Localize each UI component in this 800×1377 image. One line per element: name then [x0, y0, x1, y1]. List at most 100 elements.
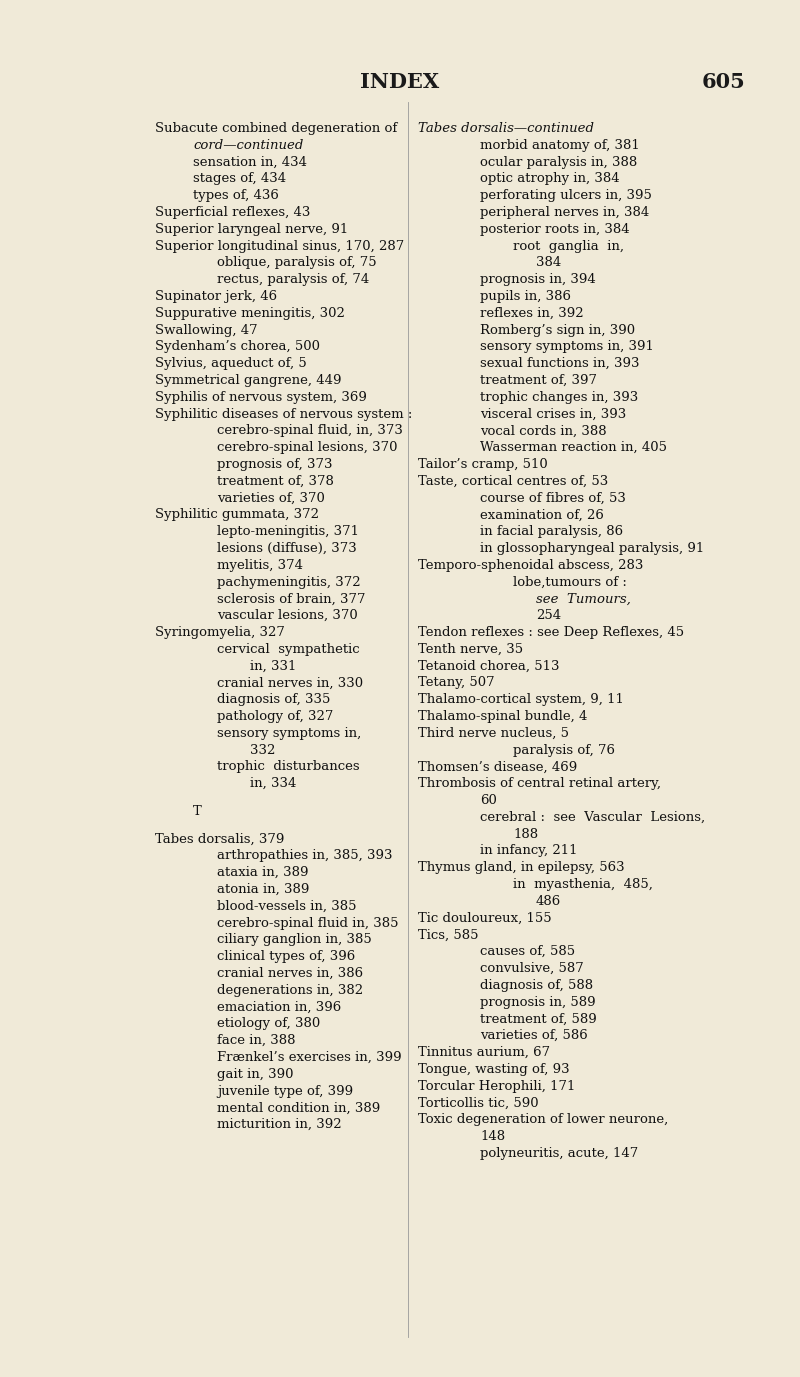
Text: myelitis, 374: myelitis, 374 — [217, 559, 303, 571]
Text: Thalamo-spinal bundle, 4: Thalamo-spinal bundle, 4 — [418, 711, 587, 723]
Text: clinical types of, 396: clinical types of, 396 — [217, 950, 355, 964]
Text: sensation in, 434: sensation in, 434 — [193, 156, 307, 168]
Text: perforating ulcers in, 395: perforating ulcers in, 395 — [480, 189, 652, 202]
Text: root  ganglia  in,: root ganglia in, — [513, 240, 624, 252]
Text: micturition in, 392: micturition in, 392 — [217, 1118, 342, 1132]
Text: reflexes in, 392: reflexes in, 392 — [480, 307, 584, 319]
Text: pachymeningitis, 372: pachymeningitis, 372 — [217, 576, 361, 588]
Text: polyneuritis, acute, 147: polyneuritis, acute, 147 — [480, 1147, 638, 1159]
Text: Frænkel’s exercises in, 399: Frænkel’s exercises in, 399 — [217, 1051, 402, 1064]
Text: in, 331: in, 331 — [250, 660, 296, 672]
Text: cranial nerves in, 330: cranial nerves in, 330 — [217, 676, 363, 690]
Text: sclerosis of brain, 377: sclerosis of brain, 377 — [217, 592, 366, 606]
Text: ataxia in, 389: ataxia in, 389 — [217, 866, 309, 880]
Text: Wasserman reaction in, 405: Wasserman reaction in, 405 — [480, 441, 667, 454]
Text: Tetany, 507: Tetany, 507 — [418, 676, 494, 690]
Text: oblique, paralysis of, 75: oblique, paralysis of, 75 — [217, 256, 377, 270]
Text: cranial nerves in, 386: cranial nerves in, 386 — [217, 967, 363, 980]
Text: varieties of, 586: varieties of, 586 — [480, 1029, 588, 1042]
Text: lepto-meningitis, 371: lepto-meningitis, 371 — [217, 525, 359, 538]
Text: ciliary ganglion in, 385: ciliary ganglion in, 385 — [217, 934, 372, 946]
Text: vascular lesions, 370: vascular lesions, 370 — [217, 609, 358, 622]
Text: stages of, 434: stages of, 434 — [193, 172, 286, 186]
Text: prognosis in, 394: prognosis in, 394 — [480, 273, 596, 286]
Text: convulsive, 587: convulsive, 587 — [480, 963, 584, 975]
Text: atonia in, 389: atonia in, 389 — [217, 883, 310, 896]
Text: morbid anatomy of, 381: morbid anatomy of, 381 — [480, 139, 640, 151]
Text: cerebro-spinal fluid, in, 373: cerebro-spinal fluid, in, 373 — [217, 424, 403, 438]
Text: Tabes dorsalis, 379: Tabes dorsalis, 379 — [155, 833, 284, 845]
Text: Subacute combined degeneration of: Subacute combined degeneration of — [155, 123, 398, 135]
Text: Syphilis of nervous system, 369: Syphilis of nervous system, 369 — [155, 391, 367, 403]
Text: juvenile type of, 399: juvenile type of, 399 — [217, 1085, 353, 1097]
Text: treatment of, 589: treatment of, 589 — [480, 1012, 597, 1026]
Text: in, 334: in, 334 — [250, 777, 296, 790]
Text: Thomsen’s disease, 469: Thomsen’s disease, 469 — [418, 760, 578, 774]
Text: posterior roots in, 384: posterior roots in, 384 — [480, 223, 630, 235]
Text: in facial paralysis, 86: in facial paralysis, 86 — [480, 525, 623, 538]
Text: Symmetrical gangrene, 449: Symmetrical gangrene, 449 — [155, 375, 342, 387]
Text: Tongue, wasting of, 93: Tongue, wasting of, 93 — [418, 1063, 570, 1075]
Text: 605: 605 — [702, 72, 745, 92]
Text: Sylvius, aqueduct of, 5: Sylvius, aqueduct of, 5 — [155, 357, 306, 370]
Text: examination of, 26: examination of, 26 — [480, 508, 604, 522]
Text: prognosis in, 589: prognosis in, 589 — [480, 996, 596, 1008]
Text: varieties of, 370: varieties of, 370 — [217, 492, 325, 504]
Text: course of fibres of, 53: course of fibres of, 53 — [480, 492, 626, 504]
Text: Romberg’s sign in, 390: Romberg’s sign in, 390 — [480, 324, 635, 336]
Text: peripheral nerves in, 384: peripheral nerves in, 384 — [480, 207, 650, 219]
Text: Tenth nerve, 35: Tenth nerve, 35 — [418, 643, 523, 655]
Text: 332: 332 — [250, 744, 275, 756]
Text: vocal cords in, 388: vocal cords in, 388 — [480, 424, 606, 438]
Text: arthropathies in, 385, 393: arthropathies in, 385, 393 — [217, 850, 393, 862]
Text: trophic changes in, 393: trophic changes in, 393 — [480, 391, 638, 403]
Text: Supinator jerk, 46: Supinator jerk, 46 — [155, 291, 277, 303]
Text: Thrombosis of central retinal artery,: Thrombosis of central retinal artery, — [418, 777, 661, 790]
Text: blood-vessels in, 385: blood-vessels in, 385 — [217, 899, 357, 913]
Text: Syphilitic gummata, 372: Syphilitic gummata, 372 — [155, 508, 319, 522]
Text: Third nerve nucleus, 5: Third nerve nucleus, 5 — [418, 727, 569, 739]
Text: cervical  sympathetic: cervical sympathetic — [217, 643, 360, 655]
Text: treatment of, 378: treatment of, 378 — [217, 475, 334, 487]
Text: 384: 384 — [536, 256, 562, 270]
Text: 486: 486 — [536, 895, 562, 907]
Text: sensory symptoms in,: sensory symptoms in, — [217, 727, 362, 739]
Text: Tinnitus aurium, 67: Tinnitus aurium, 67 — [418, 1047, 550, 1059]
Text: gait in, 390: gait in, 390 — [217, 1067, 294, 1081]
Text: diagnosis of, 335: diagnosis of, 335 — [217, 693, 330, 706]
Text: Tailor’s cramp, 510: Tailor’s cramp, 510 — [418, 459, 548, 471]
Text: Thalamo-cortical system, 9, 11: Thalamo-cortical system, 9, 11 — [418, 693, 624, 706]
Text: paralysis of, 76: paralysis of, 76 — [513, 744, 615, 756]
Text: pupils in, 386: pupils in, 386 — [480, 291, 571, 303]
Text: Taste, cortical centres of, 53: Taste, cortical centres of, 53 — [418, 475, 608, 487]
Text: 148: 148 — [480, 1131, 505, 1143]
Text: Syphilitic diseases of nervous system :: Syphilitic diseases of nervous system : — [155, 408, 412, 420]
Text: treatment of, 397: treatment of, 397 — [480, 375, 597, 387]
Text: rectus, paralysis of, 74: rectus, paralysis of, 74 — [217, 273, 370, 286]
Text: 254: 254 — [536, 609, 561, 622]
Text: lobe,tumours of :: lobe,tumours of : — [513, 576, 627, 588]
Text: Tabes dorsalis—continued: Tabes dorsalis—continued — [418, 123, 594, 135]
Text: INDEX: INDEX — [360, 72, 440, 92]
Text: Swallowing, 47: Swallowing, 47 — [155, 324, 258, 336]
Text: face in, 388: face in, 388 — [217, 1034, 295, 1048]
Text: types of, 436: types of, 436 — [193, 189, 279, 202]
Text: in glossopharyngeal paralysis, 91: in glossopharyngeal paralysis, 91 — [480, 543, 704, 555]
Text: Superficial reflexes, 43: Superficial reflexes, 43 — [155, 207, 310, 219]
Text: optic atrophy in, 384: optic atrophy in, 384 — [480, 172, 620, 186]
Text: Torticollis tic, 590: Torticollis tic, 590 — [418, 1096, 538, 1110]
Text: 60: 60 — [480, 795, 497, 807]
Text: visceral crises in, 393: visceral crises in, 393 — [480, 408, 626, 420]
Text: cerebral :  see  Vascular  Lesions,: cerebral : see Vascular Lesions, — [480, 811, 705, 823]
Text: T: T — [193, 806, 202, 818]
Text: Superior laryngeal nerve, 91: Superior laryngeal nerve, 91 — [155, 223, 348, 235]
Text: Thymus gland, in epilepsy, 563: Thymus gland, in epilepsy, 563 — [418, 861, 625, 874]
Text: Toxic degeneration of lower neurone,: Toxic degeneration of lower neurone, — [418, 1113, 668, 1126]
Text: Tendon reflexes : see Deep Reflexes, 45: Tendon reflexes : see Deep Reflexes, 45 — [418, 627, 684, 639]
Text: trophic  disturbances: trophic disturbances — [217, 760, 360, 774]
Text: etiology of, 380: etiology of, 380 — [217, 1018, 320, 1030]
Text: diagnosis of, 588: diagnosis of, 588 — [480, 979, 593, 991]
Text: causes of, 585: causes of, 585 — [480, 945, 575, 958]
Text: Tic douloureux, 155: Tic douloureux, 155 — [418, 912, 552, 924]
Text: sensory symptoms in, 391: sensory symptoms in, 391 — [480, 340, 654, 354]
